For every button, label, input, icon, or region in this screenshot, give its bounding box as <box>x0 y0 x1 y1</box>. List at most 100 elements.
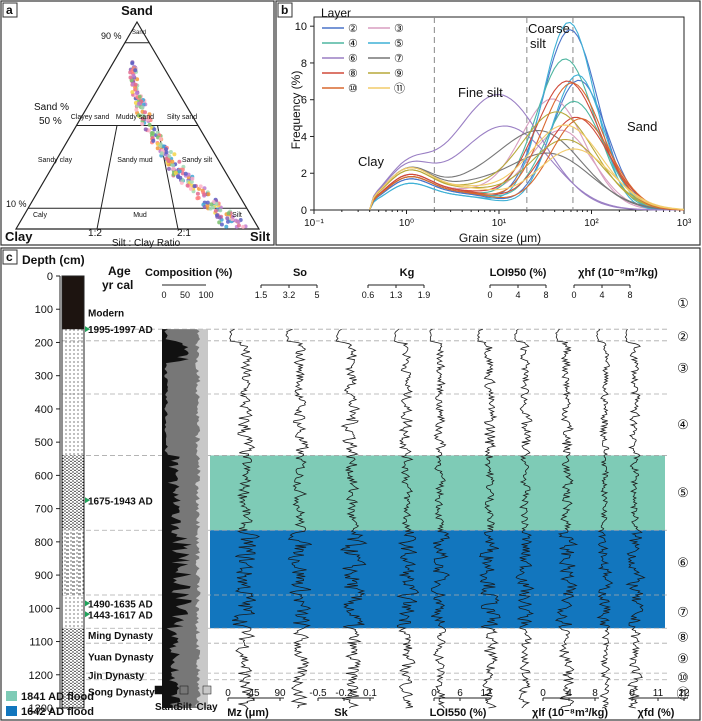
annotation-silt: silt <box>530 36 546 51</box>
dating-marker-2 <box>85 600 90 607</box>
sample-point <box>215 213 219 218</box>
proxy-curve-1 <box>285 328 312 709</box>
bottom-header-1: Sk <box>334 707 348 719</box>
litho-1841 <box>62 455 84 531</box>
sample-point <box>170 159 175 164</box>
field-sandy-silt: Sandy silt <box>182 157 212 164</box>
depth-tick-label: 1300 <box>29 703 53 715</box>
litho-frame <box>61 275 85 709</box>
age-label: Modern <box>88 309 124 320</box>
composition-column <box>162 329 208 708</box>
sample-point <box>205 200 210 205</box>
sample-point <box>226 219 230 224</box>
sample-point <box>180 171 185 176</box>
sample-point <box>196 195 201 200</box>
sample-point <box>158 136 163 141</box>
panel-label-box-c <box>2 249 18 265</box>
sample-point <box>214 201 219 206</box>
bottom-header-4: χfd (%) <box>638 707 675 719</box>
layer-label-5: ⑤ <box>677 485 689 500</box>
flood-legend-swatch-1 <box>6 706 17 716</box>
proxy-curve-9 <box>624 328 646 709</box>
depth-tick-label: 1000 <box>29 603 53 615</box>
field-mud: Mud <box>133 212 147 219</box>
label-sand-percent: Sand % <box>34 102 69 113</box>
age-label: 1995-1997 AD <box>88 325 153 336</box>
sample-point <box>217 215 222 220</box>
depth-axis: 0 100 200 300 400 500 600 700 800 900 1000 1100 1200… <box>29 271 61 715</box>
sample-point <box>147 112 152 117</box>
x-tick-label: 10³ <box>677 218 692 229</box>
sample-point <box>143 110 147 115</box>
header-composition: Composition (%) <box>145 267 233 279</box>
litho-fine <box>62 329 84 456</box>
bottom-tick-label: 22 <box>678 688 690 699</box>
sample-point <box>167 166 171 171</box>
sample-point <box>205 203 210 208</box>
legend-label: ② <box>348 23 358 35</box>
bottom-tick-label: 0.1 <box>363 688 377 699</box>
bottom-tick-label: 12 <box>480 688 492 699</box>
panel-label-a: a <box>6 3 13 17</box>
tick-10: 10 % <box>6 199 27 209</box>
age-label: Song Dynasty <box>88 687 155 698</box>
sample-point <box>241 224 246 229</box>
sample-point <box>151 138 156 143</box>
proxy-curve-6 <box>514 328 535 709</box>
vertex-sand: Sand <box>121 3 153 18</box>
legend-label: ⑨ <box>394 68 404 80</box>
composition-legend-label: Silt <box>176 702 192 713</box>
sample-point <box>133 82 138 87</box>
layer-curve-11 <box>369 148 685 210</box>
bottom-tick-label: 45 <box>248 688 260 699</box>
top-tick-label: 5 <box>314 290 319 300</box>
sample-point <box>195 191 200 196</box>
y-tick-label: 2 <box>301 168 307 180</box>
field-sandy-clay: Sandy clay <box>38 157 73 164</box>
sample-point <box>133 87 138 92</box>
panel-label-box <box>2 2 18 18</box>
legend-label: ⑪ <box>394 82 405 95</box>
sample-point <box>140 116 145 121</box>
top-tick-label: 3.2 <box>283 290 296 300</box>
sample-point <box>178 175 183 180</box>
sample-point <box>140 122 145 126</box>
top-tick-label: 1.3 <box>390 290 403 300</box>
y-tick-label: 10 <box>295 21 307 33</box>
legend-label: ⑩ <box>348 83 358 95</box>
depth-tick-label: 600 <box>35 470 53 482</box>
age-header: Age <box>108 264 131 278</box>
litho-layer7 <box>62 595 84 629</box>
panel-label-b: b <box>281 3 288 17</box>
x-tick-label: 10⁰ <box>399 218 414 229</box>
dating-marker-1 <box>85 497 90 504</box>
top-tick-label: 0.6 <box>362 290 375 300</box>
composition-legend-swatch <box>154 685 164 695</box>
top-tick-label: 0 <box>571 290 576 300</box>
bottom-tick-label: -0.2 <box>335 688 353 699</box>
field-clayey-sand: Clayey sand <box>71 114 110 121</box>
top-header-2: LOI950 (%) <box>490 267 547 279</box>
bottom-tick-label: 8 <box>592 688 598 699</box>
panel-label-box-b <box>277 2 293 18</box>
sample-point <box>213 208 218 213</box>
proxy-curve-3 <box>394 328 420 709</box>
sample-point <box>226 211 231 216</box>
layer-label-4: ④ <box>677 417 689 432</box>
bottom-header-2: LOI550 (%) <box>430 707 487 719</box>
sample-point <box>131 73 136 78</box>
sample-point <box>198 184 203 189</box>
annotation-clay: Clay <box>358 154 385 169</box>
field-muddy-sand: Muddy sand <box>116 114 154 121</box>
depth-tick-label: 100 <box>35 304 53 316</box>
sample-point <box>177 159 182 164</box>
depth-tick-label: 400 <box>35 404 53 416</box>
flood-legend-label-0: 1841 AD flood <box>21 691 94 703</box>
layer-label-11: ⑪ <box>676 686 689 701</box>
layer-curve-8 <box>369 116 685 211</box>
layer-curve-7 <box>369 129 685 211</box>
sample-point <box>136 101 141 106</box>
sample-point <box>134 107 139 112</box>
y-tick-label: 8 <box>301 58 307 70</box>
proxy-curve-2 <box>335 328 368 709</box>
